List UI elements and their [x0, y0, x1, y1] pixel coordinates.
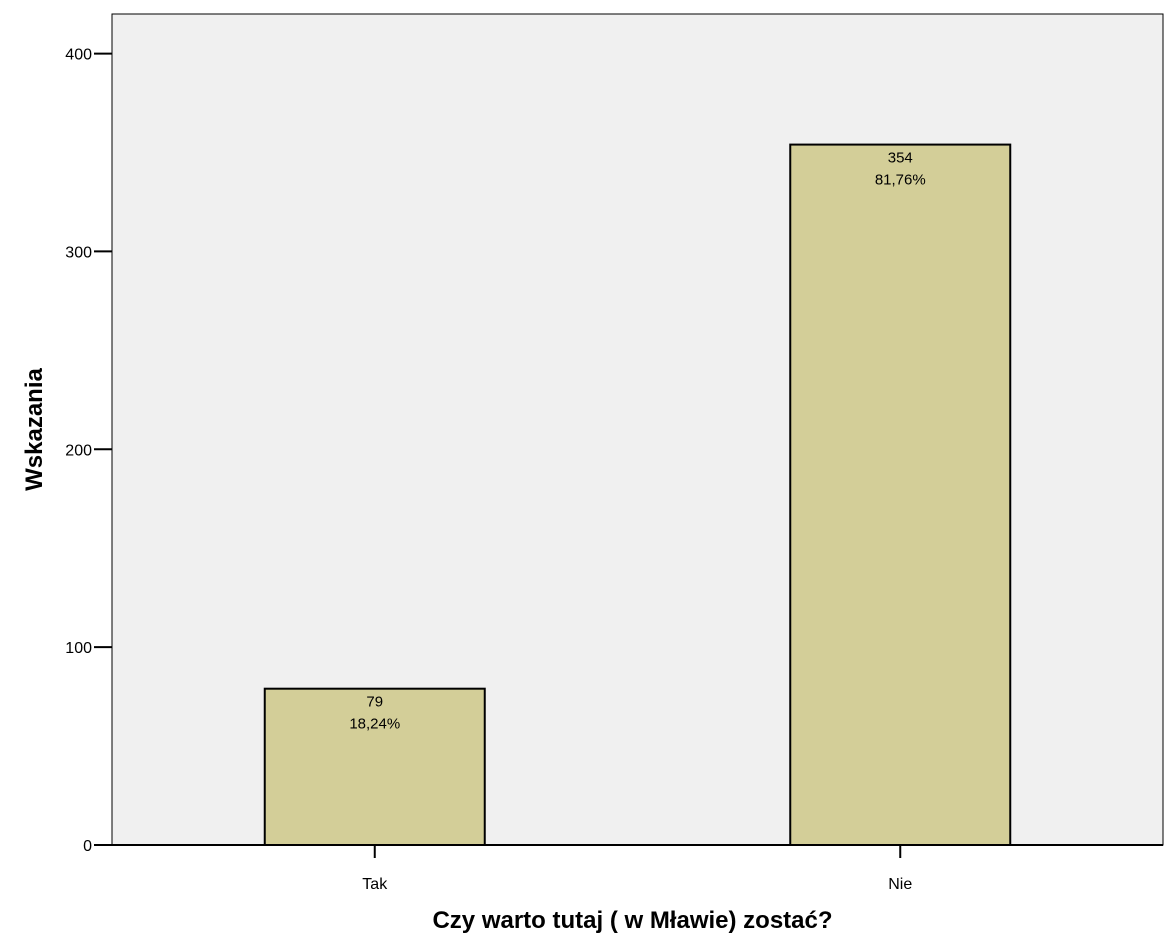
bar-percent-label: 18,24%: [349, 716, 400, 733]
y-tick-label: 0: [83, 838, 92, 855]
bars-layer: [263, 143, 1012, 847]
y-tick-label: 200: [65, 442, 92, 459]
x-tick-label: Tak: [362, 876, 388, 893]
bar-percent-label: 81,76%: [875, 172, 926, 189]
bar-tak: [263, 687, 486, 847]
bar-value-label: 354: [888, 150, 913, 167]
bar-value-label: 79: [366, 694, 383, 711]
bar-labels-layer: 79 18,24% 354 81,76%: [349, 150, 925, 733]
axes-layer: Tak Nie 0 100 200 300 400: [65, 47, 1163, 893]
x-axis-title: Czy warto tutaj ( w Mławie) zostać?: [432, 907, 832, 934]
y-tick-label: 300: [65, 244, 92, 261]
bar-nie: [789, 143, 1012, 847]
x-tick-label: Nie: [888, 876, 912, 893]
y-tick-label: 100: [65, 640, 92, 657]
y-tick-label: 400: [65, 47, 92, 64]
y-axis-title: Wskazania: [21, 367, 48, 490]
